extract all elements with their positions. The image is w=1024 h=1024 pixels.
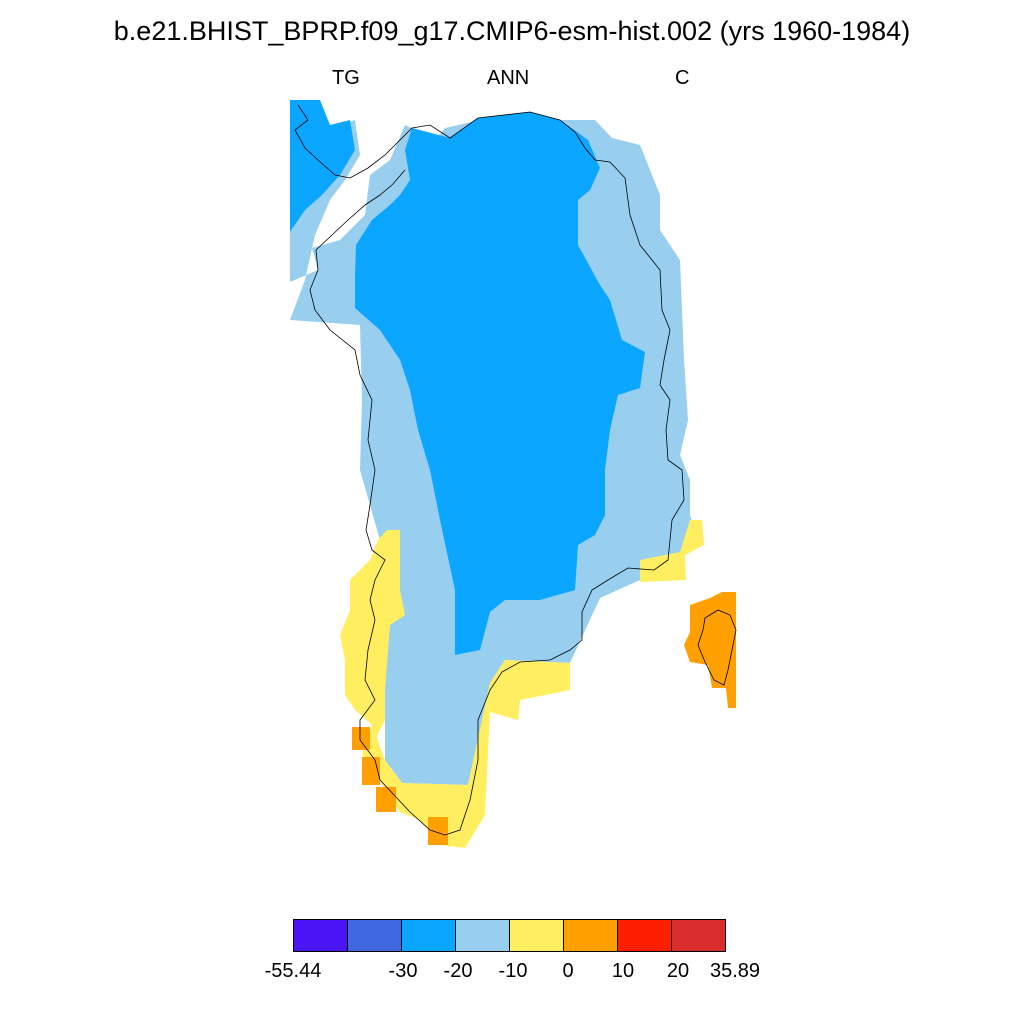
- colorbar-swatch-1: [293, 919, 348, 952]
- colorbar-label-minus20: -20: [443, 960, 473, 982]
- region-0-to-10-south-4: [428, 817, 448, 845]
- region-minus30-to-minus20: [355, 112, 645, 655]
- colorbar-label-minus10: -10: [498, 960, 528, 982]
- colorbar: [293, 919, 726, 952]
- plot-title: b.e21.BHIST_BPRP.f09_g17.CMIP6-esm-hist.…: [113, 16, 911, 46]
- region-minus10-to-0-east: [640, 520, 704, 582]
- region-northwest-patch: [290, 100, 355, 232]
- colorbar-swatch-8: [671, 919, 726, 952]
- colorbar-label-max: 35.89: [709, 960, 761, 982]
- season-label: ANN: [487, 67, 530, 89]
- colorbar-label-0: 0: [562, 960, 574, 982]
- region-minus10-to-0-west: [340, 530, 405, 740]
- colorbar-swatch-7: [617, 919, 672, 952]
- colorbar-label-minus30: -30: [388, 960, 418, 982]
- region-0-to-10-south-3: [376, 787, 396, 812]
- greenland-map: [290, 100, 737, 848]
- greenland-coastline: [294, 104, 685, 836]
- region-0-to-10-iceland: [684, 592, 736, 708]
- variable-label: TG: [332, 67, 360, 89]
- region-0-to-10-south-2: [362, 757, 380, 785]
- colorbar-swatch-5: [509, 919, 564, 952]
- units-label: C: [675, 67, 690, 89]
- colorbar-label-10: 10: [611, 960, 635, 982]
- colorbar-swatch-4: [455, 919, 510, 952]
- colorbar-swatch-3: [401, 919, 456, 952]
- iceland-coastline: [697, 609, 737, 686]
- region-0-to-10-south-1: [352, 727, 370, 750]
- colorbar-label-min: -55.44: [264, 960, 322, 982]
- colorbar-swatch-6: [563, 919, 618, 952]
- region-minus10-to-0-south: [362, 660, 570, 848]
- colorbar-label-20: 20: [666, 960, 690, 982]
- colorbar-swatch-2: [347, 919, 402, 952]
